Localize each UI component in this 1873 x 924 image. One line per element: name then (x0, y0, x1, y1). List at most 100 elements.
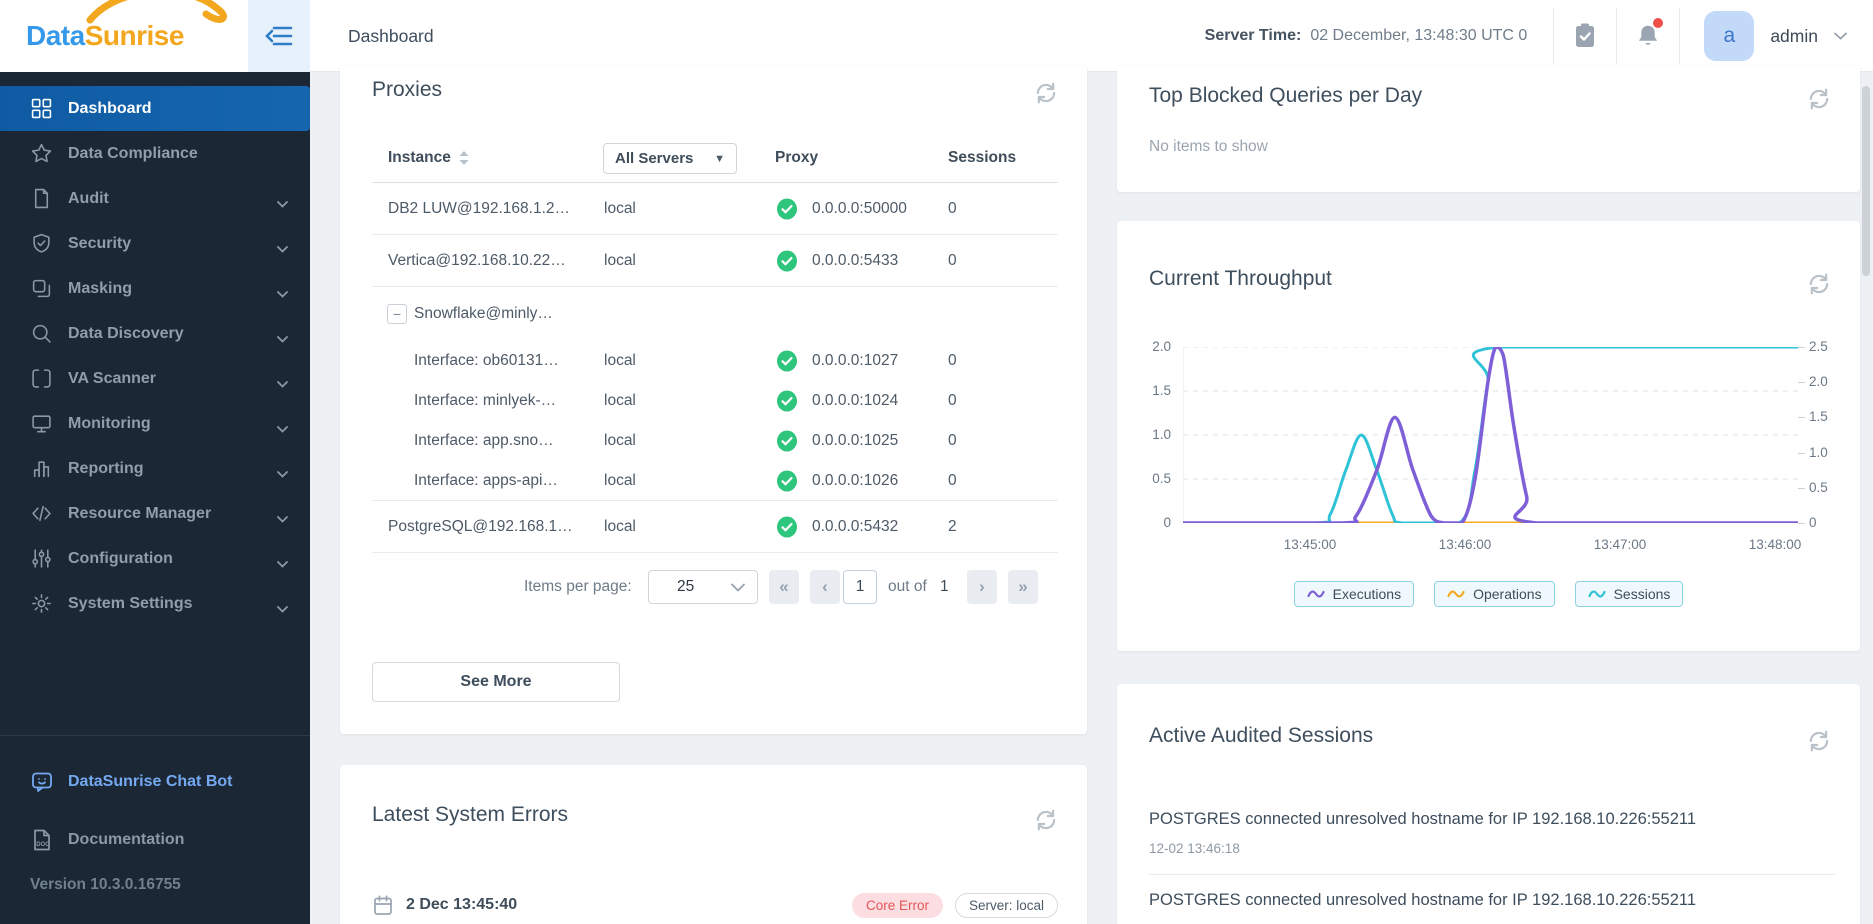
sidebar-item-chat-bot[interactable]: DataSunrise Chat Bot (0, 760, 310, 804)
sidebar-item-audit[interactable]: Audit (0, 176, 310, 221)
notifications-button[interactable] (1617, 0, 1679, 72)
user-name: admin (1770, 25, 1818, 46)
proxy-cell: 0.0.0.0:5433 (776, 250, 898, 272)
sidebar-collapse-button[interactable] (248, 0, 310, 72)
sidebar-item-monitoring[interactable]: Monitoring (0, 401, 310, 446)
instance-cell: Interface: ob60131… (414, 352, 559, 369)
refresh-button[interactable] (1804, 726, 1834, 756)
sessions-cell: 2 (948, 517, 957, 535)
refresh-button[interactable] (1031, 805, 1061, 835)
sidebar-item-label: VA Scanner (68, 369, 157, 387)
logo-bar: DataSunrise (0, 0, 310, 72)
chevron-down-icon (277, 555, 288, 573)
proxy-table-row[interactable]: Vertica@192.168.10.22… local 0.0.0.0:5433 0 (372, 235, 1058, 287)
logo-word-sunrise: Sunrise (84, 20, 185, 51)
server-filter-select[interactable]: All Servers ▼ (603, 143, 737, 174)
sidebar-item-label: Security (68, 234, 132, 252)
proxy-cell: 0.0.0.0:50000 (776, 198, 907, 220)
search-icon (30, 323, 52, 345)
series-executions (1183, 347, 1798, 523)
server-cell: local (604, 517, 636, 535)
status-ok-icon (777, 350, 797, 372)
chart-legend: Executions Operations Sessions (1117, 581, 1860, 607)
sidebar-menu: Dashboard Data Compliance Audit Security Mas… (0, 86, 310, 626)
chevron-down-icon (277, 195, 288, 213)
sidebar-item-security[interactable]: Security (0, 221, 310, 266)
documentation-icon: DOC (30, 828, 54, 852)
logo-word-data: Data (26, 20, 85, 51)
dashboard-icon (30, 98, 52, 120)
refresh-button[interactable] (1804, 269, 1834, 299)
datasunrise-logo[interactable]: DataSunrise (0, 0, 248, 72)
proxy-cell: 0.0.0.0:5432 (776, 516, 898, 538)
proxy-table-row[interactable]: − Snowflake@minly… (372, 287, 1058, 341)
instance-cell: Interface: app.sno… (414, 432, 554, 449)
sidebar-item-data-discovery[interactable]: Data Discovery (0, 311, 310, 356)
sidebar-item-documentation[interactable]: DOC Documentation (0, 818, 310, 862)
report-icon (30, 458, 52, 480)
sessions-cell: 0 (948, 251, 957, 269)
chat-bot-icon (30, 770, 54, 794)
proxy-table-row[interactable]: Interface: app.sno… local 0.0.0.0:1025 0 (372, 421, 1058, 461)
series-sessions (1183, 347, 1798, 523)
throughput-title: Current Throughput (1149, 267, 1332, 290)
status-ok-icon (777, 516, 797, 537)
refresh-icon (1036, 809, 1056, 831)
chat-bot-label: DataSunrise Chat Bot (68, 773, 233, 790)
scrollbar[interactable] (1862, 86, 1870, 276)
legend-toggle-sessions[interactable]: Sessions (1574, 581, 1684, 607)
see-more-button[interactable]: See More (372, 662, 620, 702)
proxy-table-row[interactable]: PostgreSQL@192.168.1… local 0.0.0.0:5432 2 (372, 501, 1058, 553)
sidebar-item-dashboard[interactable]: Dashboard (0, 86, 310, 131)
user-menu[interactable]: a admin (1680, 11, 1873, 61)
sidebar-item-reporting[interactable]: Reporting (0, 446, 310, 491)
calendar-icon (374, 894, 392, 915)
refresh-icon (1809, 273, 1829, 295)
legend-toggle-executions[interactable]: Executions (1293, 581, 1415, 607)
y-axis-tick-mark (1798, 382, 1805, 384)
refresh-button[interactable] (1804, 84, 1834, 114)
sunrise-arc-icon (86, 0, 228, 24)
next-page-button[interactable]: › (967, 570, 997, 604)
sidebar-item-masking[interactable]: Masking (0, 266, 310, 311)
audited-session-time: 12-02 13:46:18 (1149, 841, 1240, 856)
tasks-button[interactable] (1554, 0, 1616, 72)
proxy-table-row[interactable]: Interface: minlyek-… local 0.0.0.0:1024 0 (372, 381, 1058, 421)
svg-text:DOC: DOC (36, 842, 50, 848)
legend-toggle-operations[interactable]: Operations (1434, 581, 1555, 607)
sidebar-item-resource-manager[interactable]: Resource Manager (0, 491, 310, 536)
top-bar-right: Server Time: 02 December, 13:48:30 UTC 0 (1205, 0, 1873, 72)
sidebar-item-va-scanner[interactable]: VA Scanner (0, 356, 310, 401)
server-cell: local (604, 352, 636, 369)
document-icon (30, 188, 52, 210)
out-of-label: out of (888, 578, 927, 595)
proxies-table-header: Instance All Servers ▼ Proxy Sessions (372, 143, 1058, 174)
error-row[interactable]: 2 Dec 13:45:40 Core Error Server: local (372, 885, 1058, 924)
last-page-button[interactable]: » (1008, 570, 1038, 604)
prev-page-button[interactable]: ‹ (810, 570, 840, 604)
audited-sessions-list: POSTGRES connected unresolved hostname f… (1149, 794, 1835, 910)
proxy-table-row[interactable]: DB2 LUW@192.168.1.2… local 0.0.0.0:50000 0 (372, 183, 1058, 235)
x-axis-tick: 13:46:00 (1438, 537, 1492, 552)
sidebar-item-data-compliance[interactable]: Data Compliance (0, 131, 310, 176)
server-cell: local (604, 392, 636, 409)
collapse-group-button[interactable]: − (387, 304, 407, 324)
instance-cell: Snowflake@minly… (414, 305, 553, 322)
column-instance[interactable]: Instance (388, 149, 469, 167)
page-title: Dashboard (348, 26, 434, 46)
items-per-page-select[interactable]: 25 (648, 570, 758, 604)
y-axis-tick-mark (1798, 452, 1805, 454)
first-page-button[interactable]: « (769, 570, 799, 604)
proxy-table-row[interactable]: Interface: ob60131… local 0.0.0.0:1027 0 (372, 341, 1058, 381)
status-ok-icon (777, 198, 797, 219)
proxy-table-row[interactable]: Interface: apps-api… local 0.0.0.0:1026 0 (372, 461, 1058, 501)
sidebar-item-label: Masking (68, 279, 133, 297)
server-cell: local (604, 199, 636, 217)
page-input[interactable] (843, 570, 877, 604)
sidebar-item-system-settings[interactable]: System Settings (0, 581, 310, 626)
server-time: Server Time: 02 December, 13:48:30 UTC 0 (1205, 27, 1528, 45)
sidebar-item-configuration[interactable]: Configuration (0, 536, 310, 581)
star-icon (30, 143, 52, 165)
refresh-button[interactable] (1031, 78, 1061, 108)
sort-icon (459, 151, 469, 165)
